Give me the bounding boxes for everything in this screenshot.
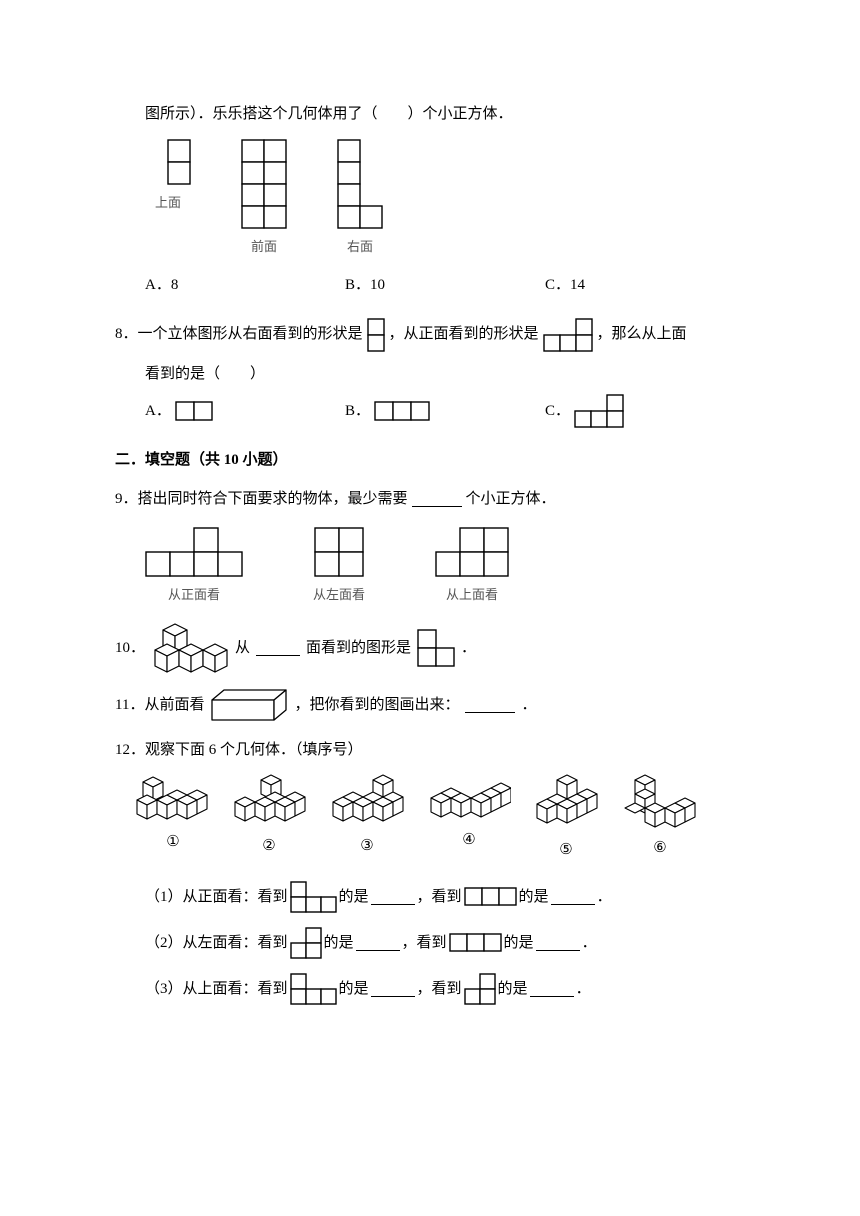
q12-fig-5: ⑤ — [531, 774, 601, 865]
grid-svg — [290, 881, 337, 913]
q7-views: 上面 前面 右面 — [115, 139, 745, 260]
blank — [551, 889, 595, 906]
q12-fig-1: ① — [135, 774, 211, 865]
grid-svg — [337, 139, 383, 229]
q8-line2: 看到的是（ ） — [115, 360, 745, 389]
blank — [256, 640, 300, 657]
q12-sub-3: （3）从上面看：看到 的是 ，看到 的是 ． — [115, 973, 745, 1005]
q8-opt-c: C． — [545, 394, 624, 428]
grid-svg — [175, 401, 213, 421]
grid-svg — [435, 527, 509, 577]
grid-svg — [145, 527, 243, 577]
q9-views: 从正面看 从左面看 从上面看 — [115, 527, 745, 608]
section2-title: 二．填空题（共 10 小题） — [115, 446, 745, 475]
q8-line1: 8．一个立体图形从右面看到的形状是 ，从正面看到的形状是 ，那么从上面 — [115, 318, 745, 352]
grid-svg — [290, 973, 337, 1005]
q9-view-top: 从上面看 — [435, 527, 509, 608]
grid-svg — [145, 139, 191, 185]
blank — [371, 889, 415, 906]
iso-cubes-1 — [151, 622, 229, 674]
q7-opt-c: C．14 — [545, 271, 585, 300]
q9-view-front: 从正面看 — [145, 527, 243, 608]
blank — [356, 935, 400, 952]
q12: 12．观察下面 6 个几何体．（填序号） ① ② — [115, 736, 745, 1005]
cuboid-icon — [210, 688, 288, 722]
grid-svg — [464, 973, 496, 1005]
blank — [412, 491, 462, 508]
q7-view-right: 右面 — [337, 139, 383, 260]
blank — [530, 981, 574, 998]
q7-opt-b: B．10 — [345, 271, 545, 300]
q12-fig-3: ③ — [327, 774, 407, 865]
grid-svg — [367, 318, 385, 352]
q8-opt-a: A． — [145, 394, 345, 428]
blank — [465, 697, 515, 714]
q8-opt-b: B． — [345, 394, 545, 428]
grid-svg — [417, 629, 455, 667]
q8-options: A． B． C． — [115, 394, 745, 428]
q12-fig-2: ② — [231, 774, 307, 865]
q7-options: A．8 B．10 C．14 — [115, 271, 745, 300]
grid-svg — [449, 933, 502, 952]
q12-fig-4: ④ — [427, 774, 511, 865]
grid-svg — [290, 927, 322, 959]
blank — [371, 981, 415, 998]
q11: 11．从前面看 ，把你看到的图画出来：． — [115, 688, 745, 722]
grid-svg — [241, 139, 287, 229]
q7-view-front: 前面 — [241, 139, 287, 260]
blank — [536, 935, 580, 952]
q7-view-top: 上面 — [145, 139, 191, 260]
q12-fig-6: ⑥ — [621, 774, 699, 865]
grid-svg — [464, 887, 517, 906]
q7-text: 图所示）．乐乐搭这个几何体用了（ ）个小正方体． — [115, 100, 745, 129]
q12-figures: ① ② ③ — [115, 774, 745, 865]
q12-sub-2: （2）从左面看：看到 的是 ，看到 的是 ． — [115, 927, 745, 959]
q10: 10． 从面看到的图形是 — [115, 622, 745, 674]
q9-view-left: 从左面看 — [313, 527, 365, 608]
grid-svg — [374, 401, 430, 421]
q9-text: 9．搭出同时符合下面要求的物体，最少需要个小正方体． — [115, 485, 745, 514]
q7-opt-a: A．8 — [145, 271, 345, 300]
grid-svg — [314, 527, 364, 577]
q12-sub-1: （1）从正面看：看到 的是 ，看到 的是 ． — [115, 881, 745, 913]
grid-svg — [574, 394, 624, 428]
grid-svg — [543, 318, 593, 352]
